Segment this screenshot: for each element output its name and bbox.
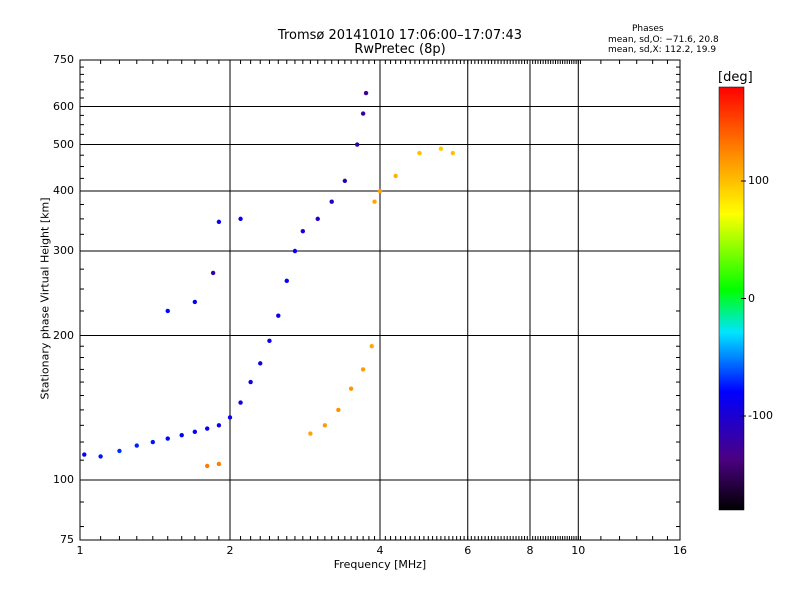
data-point [308, 431, 313, 436]
data-point [216, 461, 222, 467]
data-point [336, 407, 341, 413]
y-tick-label: 200 [53, 328, 74, 342]
axis-ticks [80, 60, 680, 540]
colorbar-tick-label: -100 [748, 409, 773, 422]
x-tick-label: 10 [571, 544, 586, 557]
y-tick-label: 400 [53, 184, 74, 198]
plot-frame [79, 59, 681, 541]
data-point [438, 146, 444, 151]
data-point [98, 454, 103, 459]
data-point [377, 188, 383, 194]
data-point [192, 299, 198, 305]
data-point [210, 270, 216, 276]
data-point [134, 443, 139, 448]
x-tick-label: 4 [376, 544, 384, 557]
data-point [227, 415, 233, 420]
y-tick-label: 75 [60, 533, 74, 546]
y-tick-label: 600 [53, 99, 74, 113]
data-point [276, 313, 281, 318]
data-point [450, 150, 456, 156]
data-point [204, 426, 210, 431]
data-point [417, 150, 422, 156]
data-point [369, 344, 374, 349]
x-tick-label: 2 [226, 544, 234, 557]
phases-x-stats: mean, sd,X: 112.2, 19.9 [608, 45, 717, 55]
y-tick-label: 750 [53, 53, 74, 66]
chart-subtitle: RwPretec (8p) [354, 42, 446, 57]
data-point [329, 199, 334, 204]
data-point [267, 338, 272, 344]
data-point [315, 216, 320, 222]
y-tick-label: 100 [53, 473, 74, 487]
colorbar-label: [deg] [718, 70, 753, 85]
data-point [216, 219, 222, 225]
data-point [238, 400, 243, 405]
x-tick-label: 1 [76, 544, 84, 557]
data-point [360, 111, 366, 116]
x-tick-label: 16 [673, 544, 687, 557]
plot-grid [80, 60, 680, 540]
data-point [292, 248, 298, 254]
data-point [238, 216, 243, 222]
data-point [179, 432, 184, 438]
data-point [342, 178, 348, 184]
data-point [216, 423, 222, 428]
phases-o-stats: mean, sd,O: −71.6, 20.8 [608, 35, 719, 45]
data-point [372, 199, 377, 204]
colorbar-tick-label: 0 [748, 291, 755, 305]
data-point [248, 379, 253, 385]
data-point [258, 361, 263, 366]
data-point [300, 228, 306, 234]
data-point [348, 386, 354, 391]
data-point [117, 448, 122, 454]
data-point [204, 463, 210, 469]
data-point [150, 439, 156, 445]
phases-heading: Phases [632, 24, 664, 34]
data-points [82, 90, 456, 469]
y-tick-label: 300 [53, 244, 74, 257]
data-point [393, 173, 398, 179]
data-point [192, 429, 198, 435]
data-point [82, 452, 87, 457]
y-tick-label: 500 [53, 137, 74, 151]
colorbar [718, 86, 745, 511]
y-axis-label: Stationary phase Virtual Height [km] [38, 197, 52, 400]
x-axis-label: Frequency [MHz] [333, 558, 427, 571]
data-point [165, 436, 170, 441]
data-point [354, 142, 360, 147]
colorbar-tick-label: 100 [748, 174, 769, 187]
data-point [322, 423, 328, 428]
data-point [363, 90, 369, 96]
chart-title: Tromsø 20141010 17:06:00–17:07:43 [277, 28, 523, 43]
data-point [165, 308, 170, 314]
data-point [360, 367, 366, 372]
x-tick-label: 6 [464, 544, 472, 557]
x-tick-label: 8 [526, 544, 534, 557]
data-point [284, 278, 289, 284]
